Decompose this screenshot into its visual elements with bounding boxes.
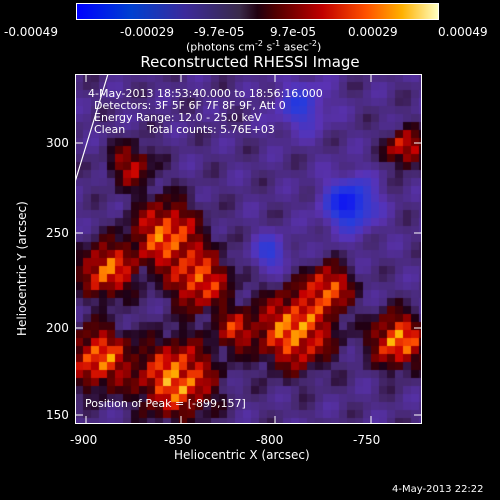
x-tick-label: -900: [70, 433, 98, 447]
peak-position-text: Position of Peak = [-899,157]: [85, 397, 246, 410]
total-counts-text: Total counts: 5.76E+03: [147, 123, 275, 136]
axis-ticks: [75, 74, 422, 424]
rhessi-image: [75, 74, 422, 424]
colorbar-unit: (photons cm-2 s-1 asec-2): [186, 39, 322, 54]
colorbar-tick: 9.7e-05: [270, 25, 317, 39]
energy-range-text: Energy Range: 12.0 - 25.0 keV: [94, 111, 262, 124]
detectors-text: Detectors: 3F 5F 6F 7F 8F 9F, Att 0: [94, 99, 286, 112]
colorbar-tick: -9.7e-05: [194, 25, 245, 39]
time-range-text: 4-May-2013 18:53:40.000 to 18:56:16.000: [88, 87, 323, 100]
limb-line: [75, 74, 109, 183]
x-tick-label: -850: [164, 433, 192, 447]
plot-title: Reconstructed RHESSI Image: [140, 53, 360, 71]
colorbar-tick: -0.00049: [4, 25, 58, 39]
y-tick-label: 300: [46, 136, 69, 150]
y-axis-label: Heliocentric Y (arcsec): [15, 201, 29, 336]
y-tick-label: 200: [46, 321, 69, 335]
plot-frame: [75, 74, 422, 424]
footer-timestamp: 4-May-2013 22:22: [392, 484, 484, 495]
y-tick-label: 150: [46, 408, 69, 422]
colorbar: [76, 3, 439, 20]
colorbar-tick: -0.00029: [120, 25, 174, 39]
x-tick-label: -750: [353, 433, 381, 447]
x-tick-label: -800: [256, 433, 284, 447]
colorbar-tick: 0.00029: [348, 25, 398, 39]
colorbar-tick: 0.00049: [438, 25, 488, 39]
y-tick-label: 250: [46, 226, 69, 240]
algorithm-text: Clean: [94, 123, 126, 136]
x-axis-label: Heliocentric X (arcsec): [174, 448, 310, 462]
